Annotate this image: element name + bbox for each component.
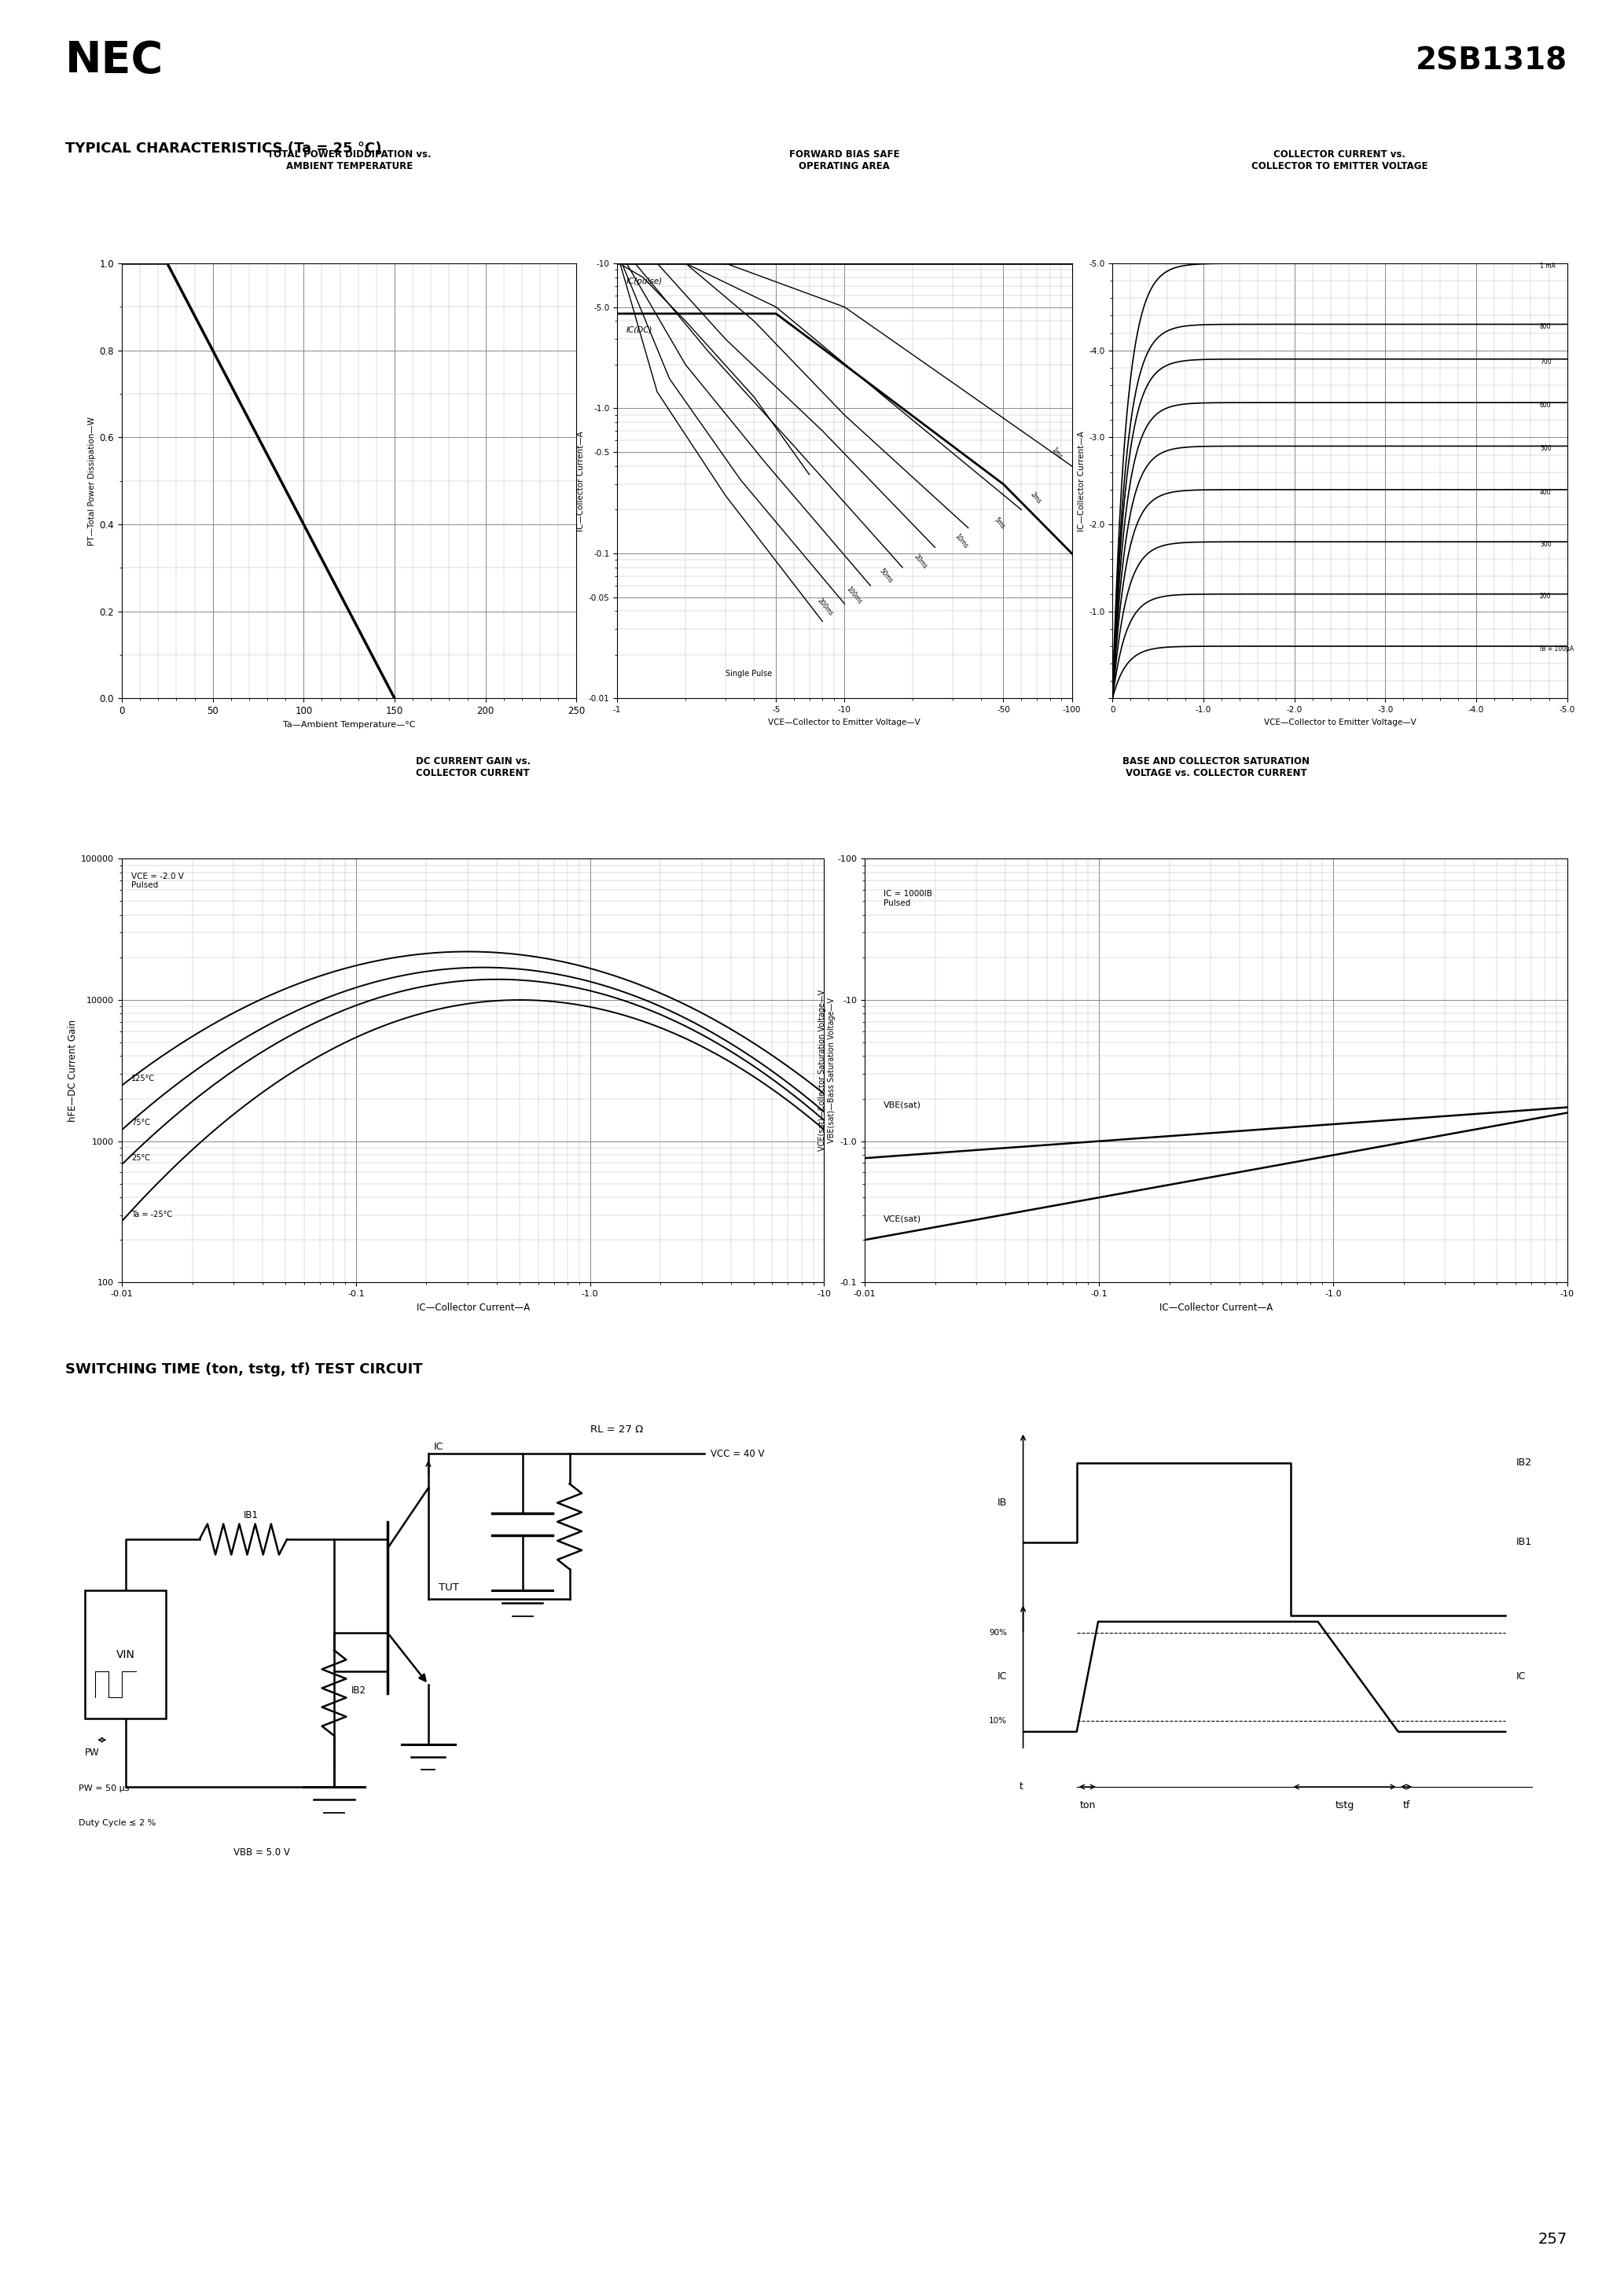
Text: ton: ton	[1080, 1800, 1096, 1811]
Text: SWITCHING TIME (ton, tstg, tf) TEST CIRCUIT: SWITCHING TIME (ton, tstg, tf) TEST CIRC…	[65, 1363, 422, 1376]
Text: 600: 600	[1540, 401, 1551, 408]
Text: RL = 27 Ω: RL = 27 Ω	[590, 1424, 643, 1436]
Text: 10ms: 10ms	[953, 531, 970, 550]
Text: t: t	[1020, 1782, 1023, 1793]
Text: 300: 300	[1540, 540, 1551, 547]
Text: IC: IC	[997, 1672, 1007, 1681]
Text: VIN: VIN	[117, 1649, 135, 1660]
Text: IC: IC	[434, 1443, 443, 1452]
Text: 2ms: 2ms	[1030, 490, 1043, 506]
X-axis label: IC—Collector Current—A: IC—Collector Current—A	[1160, 1303, 1273, 1312]
Y-axis label: PT—Total Power Dissipation—W: PT—Total Power Dissipation—W	[88, 417, 96, 545]
X-axis label: IC—Collector Current—A: IC—Collector Current—A	[416, 1303, 529, 1312]
Text: IC(pulse): IC(pulse)	[627, 277, 663, 286]
Text: BASE AND COLLECTOR SATURATION
VOLTAGE vs. COLLECTOR CURRENT: BASE AND COLLECTOR SATURATION VOLTAGE vs…	[1122, 756, 1309, 779]
Text: TUT: TUT	[438, 1582, 458, 1594]
Text: TOTAL POWER DIDDIPATION vs.
AMBIENT TEMPERATURE: TOTAL POWER DIDDIPATION vs. AMBIENT TEMP…	[268, 149, 430, 172]
Text: 125°C: 125°C	[132, 1074, 156, 1083]
Text: 90%: 90%	[989, 1628, 1007, 1637]
Y-axis label: VCE(sat)—Collector Saturation Voltage—V
VBE(sat)—Bass Saturation Voltage—V: VCE(sat)—Collector Saturation Voltage—V …	[818, 989, 835, 1152]
Text: VCC = 40 V: VCC = 40 V	[711, 1450, 765, 1459]
Text: 10%: 10%	[989, 1717, 1007, 1724]
X-axis label: VCE—Collector to Emitter Voltage—V: VCE—Collector to Emitter Voltage—V	[768, 719, 921, 726]
Text: 800: 800	[1540, 323, 1551, 330]
Text: IC(DC): IC(DC)	[627, 325, 653, 334]
Text: NEC: NEC	[65, 39, 164, 82]
Text: VBB = 5.0 V: VBB = 5.0 V	[234, 1848, 289, 1857]
Text: IC: IC	[1517, 1672, 1527, 1681]
Text: Single Pulse: Single Pulse	[726, 669, 771, 678]
Text: IB: IB	[997, 1498, 1007, 1507]
Text: 400: 400	[1540, 488, 1551, 495]
Text: 500: 500	[1540, 444, 1551, 451]
Text: PW: PW	[84, 1747, 99, 1759]
X-axis label: Ta—Ambient Temperature—°C: Ta—Ambient Temperature—°C	[283, 721, 416, 728]
Text: 1ms: 1ms	[1049, 447, 1064, 460]
Text: VCE(sat): VCE(sat)	[883, 1216, 921, 1223]
Text: 20ms: 20ms	[913, 554, 929, 570]
Y-axis label: IC—Collector Current—A: IC—Collector Current—A	[577, 431, 585, 531]
Text: PW = 50 μs: PW = 50 μs	[78, 1784, 130, 1793]
Text: DC CURRENT GAIN vs.
COLLECTOR CURRENT: DC CURRENT GAIN vs. COLLECTOR CURRENT	[416, 756, 531, 779]
Text: VCE = -2.0 V
Pulsed: VCE = -2.0 V Pulsed	[132, 872, 184, 889]
Text: COLLECTOR CURRENT vs.
COLLECTOR TO EMITTER VOLTAGE: COLLECTOR CURRENT vs. COLLECTOR TO EMITT…	[1252, 149, 1427, 172]
Bar	[84, 1592, 166, 1717]
Text: IB2: IB2	[351, 1685, 365, 1695]
Text: IB1: IB1	[244, 1509, 258, 1521]
Y-axis label: IC—Collector Current—A: IC—Collector Current—A	[1078, 431, 1085, 531]
Text: 75°C: 75°C	[132, 1120, 151, 1127]
Text: tstg: tstg	[1335, 1800, 1354, 1811]
Text: IC = 1000IB
Pulsed: IC = 1000IB Pulsed	[883, 891, 932, 907]
Text: tf: tf	[1403, 1800, 1410, 1811]
Text: Ta = -25°C: Ta = -25°C	[132, 1211, 172, 1218]
Text: 2SB1318: 2SB1318	[1416, 46, 1567, 76]
Text: TYPICAL CHARACTERISTICS (Ta = 25 °C): TYPICAL CHARACTERISTICS (Ta = 25 °C)	[65, 142, 382, 156]
Text: 257: 257	[1538, 2233, 1567, 2246]
Text: 200ms: 200ms	[817, 598, 835, 618]
Text: VBE(sat): VBE(sat)	[883, 1101, 921, 1108]
Text: IB = 100μA: IB = 100μA	[1540, 646, 1574, 653]
Text: IB2: IB2	[1517, 1456, 1531, 1468]
Text: 200: 200	[1540, 593, 1551, 600]
Text: 700: 700	[1540, 357, 1551, 364]
Text: 100ms: 100ms	[844, 586, 862, 607]
X-axis label: VCE—Collector to Emitter Voltage—V: VCE—Collector to Emitter Voltage—V	[1263, 719, 1416, 726]
Text: 25°C: 25°C	[132, 1154, 151, 1161]
Text: FORWARD BIAS SAFE
OPERATING AREA: FORWARD BIAS SAFE OPERATING AREA	[789, 149, 900, 172]
Text: Duty Cycle ≤ 2 %: Duty Cycle ≤ 2 %	[78, 1818, 156, 1827]
Y-axis label: hFE—DC Current Gain: hFE—DC Current Gain	[68, 1019, 78, 1122]
Text: 1 mA: 1 mA	[1540, 263, 1556, 270]
Text: IB1: IB1	[1517, 1537, 1531, 1548]
Text: 5ms: 5ms	[992, 515, 1007, 531]
Text: 50ms: 50ms	[877, 568, 893, 584]
